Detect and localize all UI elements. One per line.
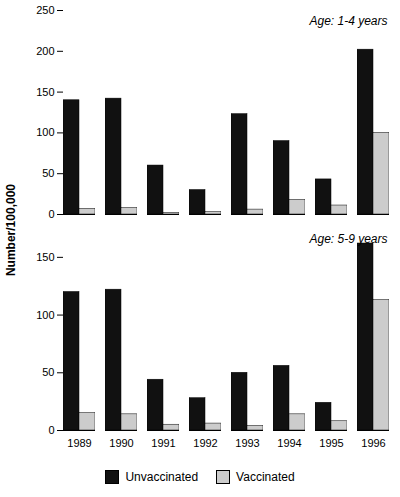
html-text:Unvaccinated: Unvaccinated	[125, 470, 199, 484]
html-text:Vaccinated: Vaccinated	[236, 470, 295, 484]
svg-text:100: 100	[36, 126, 54, 138]
html-text:Number/100,000: Number/100,000	[4, 184, 18, 276]
svg-text:50: 50	[42, 167, 54, 179]
svg-text:1989: 1989	[67, 437, 91, 449]
svg-text:1994: 1994	[277, 437, 301, 449]
svg-text:1991: 1991	[151, 437, 175, 449]
svg-text:1990: 1990	[109, 437, 133, 449]
svg-text:200: 200	[36, 45, 54, 57]
svg-text:250: 250	[36, 4, 54, 16]
svg-text:150: 150	[36, 86, 54, 98]
svg-text:1996: 1996	[361, 437, 385, 449]
svg-text:Age: 1-4 years: Age: 1-4 years	[308, 14, 387, 28]
svg-text:1993: 1993	[235, 437, 259, 449]
svg-text:0: 0	[48, 424, 54, 436]
svg-text:Age: 5-9 years: Age: 5-9 years	[308, 232, 387, 246]
svg-text:50: 50	[42, 366, 54, 378]
svg-text:1992: 1992	[193, 437, 217, 449]
svg-text:1995: 1995	[319, 437, 343, 449]
svg-text:100: 100	[36, 309, 54, 321]
svg-text:150: 150	[36, 251, 54, 263]
svg-text:0: 0	[48, 208, 54, 220]
